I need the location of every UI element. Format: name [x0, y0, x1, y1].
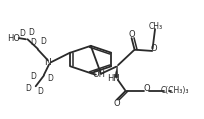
Text: CH₃: CH₃ [149, 22, 163, 31]
Text: N: N [44, 58, 51, 67]
Text: D: D [20, 29, 25, 38]
Text: D: D [29, 28, 34, 37]
Text: D: D [38, 87, 43, 96]
Text: D: D [26, 84, 31, 93]
Polygon shape [115, 65, 118, 78]
Text: O: O [143, 84, 150, 93]
Text: HO: HO [7, 34, 20, 43]
Text: HN: HN [107, 74, 120, 83]
Text: D: D [31, 38, 37, 47]
Text: D: D [48, 74, 53, 83]
Text: C(CH₃)₃: C(CH₃)₃ [160, 86, 189, 95]
Text: OH: OH [92, 70, 105, 79]
Text: O: O [128, 30, 135, 39]
Text: O: O [114, 99, 120, 108]
Text: D: D [40, 37, 46, 46]
Text: O: O [150, 44, 157, 53]
Text: D: D [31, 72, 37, 81]
